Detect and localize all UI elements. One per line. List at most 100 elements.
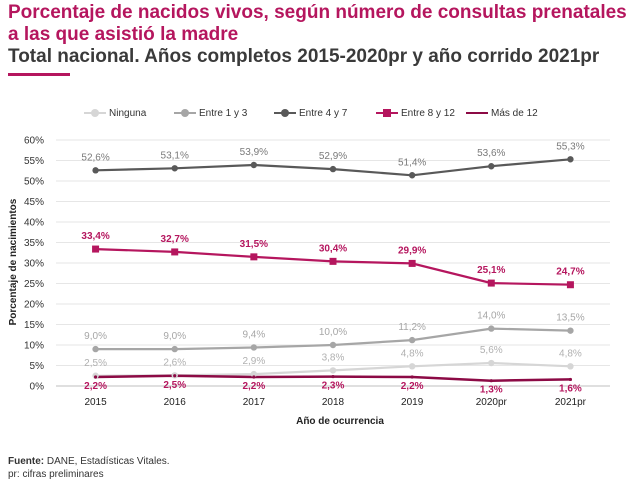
data-label: 24,7% xyxy=(556,267,584,278)
legend-label: Entre 1 y 3 xyxy=(199,108,248,119)
data-point xyxy=(173,374,177,378)
data-label: 25,1% xyxy=(477,265,505,276)
legend-item-entre-1-y-3: Entre 1 y 3 xyxy=(174,107,247,121)
source-label: Fuente: xyxy=(8,456,45,467)
data-point xyxy=(92,245,100,253)
data-label: 11,2% xyxy=(398,322,426,333)
data-label: 53,1% xyxy=(161,150,189,161)
data-label: 55,3% xyxy=(556,141,584,152)
chart-subtitle: Total nacional. Años completos 2015-2020… xyxy=(8,46,600,67)
legend-item-ninguna: Ninguna xyxy=(84,107,146,121)
title-underline xyxy=(8,73,70,76)
data-label: 9,0% xyxy=(84,331,107,342)
data-point xyxy=(410,375,414,379)
y-tick-label: 35% xyxy=(24,238,44,249)
legend-label: Entre 8 y 12 xyxy=(401,108,455,119)
data-label: 9,4% xyxy=(242,329,265,340)
data-point xyxy=(92,167,99,174)
data-point xyxy=(567,156,574,163)
y-tick-label: 0% xyxy=(30,382,45,393)
data-point xyxy=(329,165,337,173)
chart-title-line-2: a las que asistió la madre xyxy=(8,24,239,45)
series-line xyxy=(95,361,571,377)
data-label: 52,6% xyxy=(81,152,109,163)
y-tick-label: 10% xyxy=(24,341,44,352)
x-tick-label: 2015 xyxy=(84,397,107,408)
data-labels: 2,5% 2,6% 2,9% 3,8% 4,8% 5,6% 4,8% 9,0% 9,0% 9,4%… xyxy=(81,141,584,395)
preliminary-note: pr: cifras preliminares xyxy=(8,469,104,480)
data-label: 29,9% xyxy=(398,245,426,256)
legend-swatch xyxy=(274,108,296,118)
data-point xyxy=(488,325,495,332)
x-tick-label: 2020pr xyxy=(476,397,508,408)
series-lines xyxy=(95,158,571,382)
x-tick-label: 2018 xyxy=(322,397,345,408)
y-tick-label: 30% xyxy=(24,259,44,270)
x-tick-label: 2019 xyxy=(401,397,424,408)
data-label: 4,8% xyxy=(559,348,582,359)
data-point xyxy=(92,345,99,353)
data-label: 33,4% xyxy=(81,231,109,242)
chart-footer: Fuente: DANE, Estadísticas Vitales. pr: … xyxy=(8,455,170,481)
data-label: 2,6% xyxy=(163,357,186,368)
legend-label: Ninguna xyxy=(109,108,147,119)
chart-title-line-1: Porcentaje de nacidos vivos, según númer… xyxy=(8,2,627,23)
data-point xyxy=(250,253,258,261)
data-point xyxy=(488,163,495,170)
data-point xyxy=(250,370,258,378)
data-label: 1,6% xyxy=(559,383,582,394)
x-tick-label: 2017 xyxy=(243,397,266,408)
legend-swatch xyxy=(174,108,196,118)
data-label: 30,4% xyxy=(319,243,347,254)
x-tick-label: 2021pr xyxy=(555,397,587,408)
data-label: 53,6% xyxy=(477,148,505,159)
data-label: 9,0% xyxy=(163,331,186,342)
data-point xyxy=(488,359,495,367)
data-label: 53,9% xyxy=(240,147,268,158)
data-point xyxy=(171,165,178,172)
data-point xyxy=(408,336,416,344)
series-line xyxy=(95,374,571,382)
data-point xyxy=(568,377,573,382)
data-label: 2,9% xyxy=(242,356,265,367)
data-point xyxy=(171,345,178,353)
data-label: 2,2% xyxy=(401,381,424,392)
data-point xyxy=(171,372,178,379)
series-markers xyxy=(92,156,574,383)
series-line xyxy=(95,248,571,286)
y-tick-label: 15% xyxy=(24,320,44,331)
source-line: Fuente: DANE, Estadísticas Vitales. xyxy=(8,455,170,468)
data-label: 3,8% xyxy=(322,352,345,363)
data-point xyxy=(331,374,335,379)
data-label: 5,6% xyxy=(480,345,503,356)
data-point xyxy=(250,161,258,169)
data-label: 2,5% xyxy=(84,358,107,369)
data-label: 31,5% xyxy=(240,239,268,250)
series-line xyxy=(95,327,571,351)
data-label: 51,4% xyxy=(398,157,426,168)
data-point xyxy=(408,259,416,267)
data-point xyxy=(408,172,416,179)
legend-item-entre-8-y-12: Entre 8 y 12 xyxy=(376,107,455,121)
data-point xyxy=(567,327,574,334)
data-point xyxy=(567,363,574,370)
data-point xyxy=(329,257,337,265)
grid-lines xyxy=(56,139,610,387)
data-point xyxy=(250,344,258,351)
legend-swatch xyxy=(84,108,106,118)
y-tick-label: 60% xyxy=(24,136,44,147)
source-text: DANE, Estadísticas Vitales. xyxy=(44,456,170,467)
data-point xyxy=(171,248,179,256)
data-point xyxy=(92,372,99,379)
data-label: 2,2% xyxy=(242,381,265,392)
y-tick-label: 5% xyxy=(30,361,45,372)
data-label: 32,7% xyxy=(161,234,189,245)
data-point xyxy=(93,375,98,379)
series-line xyxy=(95,158,571,177)
data-label: 10,0% xyxy=(319,327,347,338)
data-label: 2,3% xyxy=(322,381,345,392)
data-point xyxy=(489,379,493,383)
data-point xyxy=(487,279,495,287)
legend-swatch xyxy=(466,108,488,118)
